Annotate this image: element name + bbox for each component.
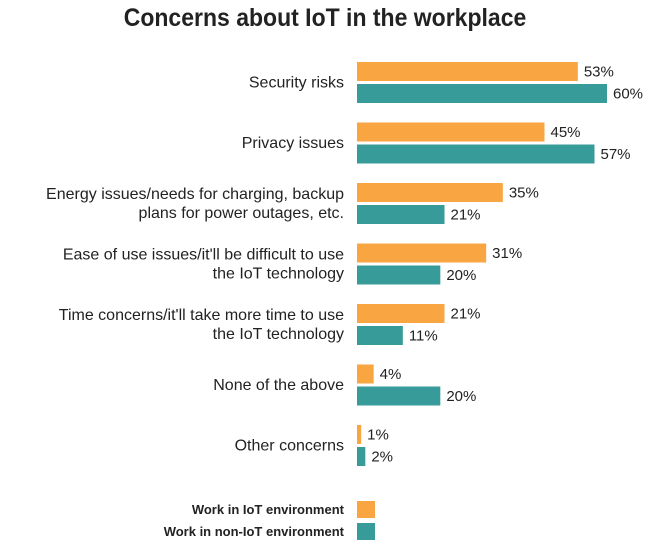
category-label: the IoT technology (213, 266, 344, 283)
category-label: Ease of use issues/it'll be difficult to… (63, 247, 344, 264)
bar (357, 183, 503, 202)
category-label: Energy issues/needs for charging, backup (46, 186, 344, 203)
bar (357, 122, 545, 142)
bar (357, 205, 445, 224)
category-label: Time concerns/it'll take more time to us… (59, 307, 344, 324)
bar (357, 386, 441, 406)
bar (357, 425, 362, 444)
category-label: the IoT technology (213, 326, 344, 343)
category-label: plans for power outages, etc. (139, 205, 344, 222)
bar (357, 304, 445, 323)
chart-title: Concerns about IoT in the workplace (123, 4, 527, 32)
data-label: 4% (380, 366, 402, 383)
bar (357, 62, 578, 81)
data-label: 2% (371, 449, 393, 466)
bar (357, 265, 441, 285)
bar (357, 243, 487, 263)
data-label: 53% (584, 64, 614, 81)
bar (357, 144, 595, 164)
data-label: 45% (551, 124, 581, 141)
data-label: 1% (367, 427, 389, 444)
data-label: 57% (601, 146, 631, 163)
legend-label: Work in IoT environment (192, 502, 345, 517)
data-label: 21% (451, 306, 481, 323)
bar (357, 364, 374, 384)
data-label: 21% (451, 207, 481, 224)
data-label: 31% (492, 245, 522, 262)
data-label: 60% (613, 86, 643, 103)
category-label: Other concerns (235, 438, 344, 455)
bar (357, 447, 366, 466)
category-label: None of the above (213, 377, 344, 394)
data-label: 20% (446, 388, 476, 405)
data-label: 35% (509, 185, 539, 202)
bar (357, 84, 607, 103)
data-label: 11% (409, 328, 438, 345)
legend-swatch (357, 523, 375, 540)
bar (357, 326, 403, 345)
category-label: Security risks (249, 75, 344, 92)
legend-label: Work in non-IoT environment (164, 524, 345, 539)
category-label: Privacy issues (242, 135, 344, 152)
data-label: 20% (446, 267, 476, 284)
legend-swatch (357, 501, 375, 518)
